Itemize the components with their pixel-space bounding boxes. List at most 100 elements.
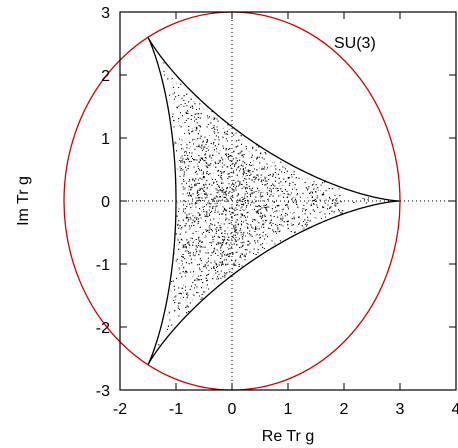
scatter-point — [289, 212, 291, 213]
scatter-point — [177, 244, 179, 246]
scatter-point — [193, 100, 195, 102]
scatter-point — [186, 249, 188, 251]
scatter-point — [302, 228, 304, 230]
scatter-point — [255, 235, 257, 236]
scatter-point — [181, 244, 183, 246]
scatter-point — [257, 228, 259, 230]
scatter-point — [214, 202, 216, 204]
scatter-point — [302, 208, 304, 210]
scatter-point — [230, 195, 232, 197]
scatter-point — [194, 253, 196, 255]
scatter-point — [310, 195, 312, 197]
scatter-point — [281, 184, 283, 186]
scatter-point — [307, 197, 309, 198]
scatter-point — [206, 188, 208, 190]
scatter-point — [243, 196, 245, 198]
scatter-point — [322, 205, 324, 207]
scatter-point — [213, 206, 215, 207]
scatter-point — [231, 185, 232, 186]
scatter-point — [274, 162, 276, 164]
scatter-point — [266, 242, 268, 244]
scatter-point — [206, 222, 208, 224]
scatter-point — [221, 135, 223, 137]
scatter-point — [195, 252, 197, 254]
scatter-point — [199, 208, 201, 210]
scatter-point — [190, 146, 192, 148]
scatter-point — [254, 199, 256, 201]
scatter-point — [177, 168, 179, 170]
scatter-point — [181, 140, 183, 142]
scatter-point — [191, 128, 193, 130]
scatter-point — [217, 146, 219, 147]
scatter-point — [245, 169, 247, 171]
scatter-point — [199, 247, 201, 249]
scatter-point — [255, 178, 257, 180]
scatter-point — [242, 208, 243, 210]
scatter-point — [191, 213, 193, 215]
scatter-point — [182, 201, 184, 203]
scatter-point — [218, 218, 220, 219]
scatter-point — [273, 193, 275, 194]
scatter-point — [257, 226, 259, 228]
scatter-point — [292, 213, 294, 215]
scatter-point — [212, 147, 214, 149]
scatter-point — [201, 211, 203, 213]
scatter-point — [277, 230, 279, 232]
scatter-point — [240, 252, 242, 254]
scatter-point — [236, 264, 238, 266]
scatter-point — [227, 195, 229, 197]
scatter-point — [194, 127, 196, 129]
scatter-point — [238, 154, 240, 156]
scatter-point — [292, 197, 293, 199]
scatter-point — [209, 135, 210, 136]
scatter-point — [222, 241, 224, 243]
scatter-point — [218, 159, 220, 161]
scatter-point — [240, 257, 242, 259]
scatter-point — [188, 189, 190, 191]
scatter-point — [197, 220, 199, 222]
scatter-point — [214, 263, 216, 265]
scatter-point — [168, 311, 170, 313]
scatter-point — [236, 146, 238, 147]
scatter-point — [226, 217, 228, 219]
scatter-point — [179, 225, 181, 227]
scatter-point — [262, 224, 264, 226]
scatter-point — [220, 181, 222, 183]
scatter-point — [181, 265, 183, 266]
scatter-point — [170, 290, 172, 292]
scatter-point — [189, 240, 191, 242]
scatter-point — [186, 305, 188, 306]
scatter-point — [261, 166, 263, 168]
scatter-point — [191, 202, 193, 204]
scatter-point — [251, 209, 253, 211]
scatter-point — [208, 272, 210, 274]
scatter-point — [165, 331, 167, 333]
scatter-point — [214, 260, 216, 261]
scatter-point — [282, 210, 283, 212]
scatter-point — [234, 227, 236, 229]
scatter-point — [256, 220, 258, 222]
scatter-point — [282, 216, 284, 218]
scatter-point — [259, 167, 260, 169]
scatter-point — [224, 230, 226, 232]
scatter-point — [177, 202, 179, 204]
scatter-point — [226, 199, 228, 201]
scatter-point — [214, 203, 216, 205]
scatter-point — [273, 211, 274, 213]
scatter-point — [309, 199, 311, 201]
scatter-point — [228, 269, 230, 270]
scatter-point — [313, 216, 315, 218]
scatter-point — [267, 198, 269, 200]
scatter-point — [241, 236, 243, 238]
scatter-point — [245, 208, 247, 210]
scatter-point — [316, 188, 317, 190]
scatter-point — [304, 210, 306, 212]
scatter-point — [240, 242, 242, 243]
scatter-point — [206, 252, 208, 254]
scatter-point — [182, 292, 184, 294]
scatter-point — [220, 203, 222, 205]
scatter-point — [219, 150, 221, 152]
scatter-point — [207, 264, 209, 266]
scatter-point — [248, 244, 250, 246]
scatter-point — [218, 191, 220, 193]
